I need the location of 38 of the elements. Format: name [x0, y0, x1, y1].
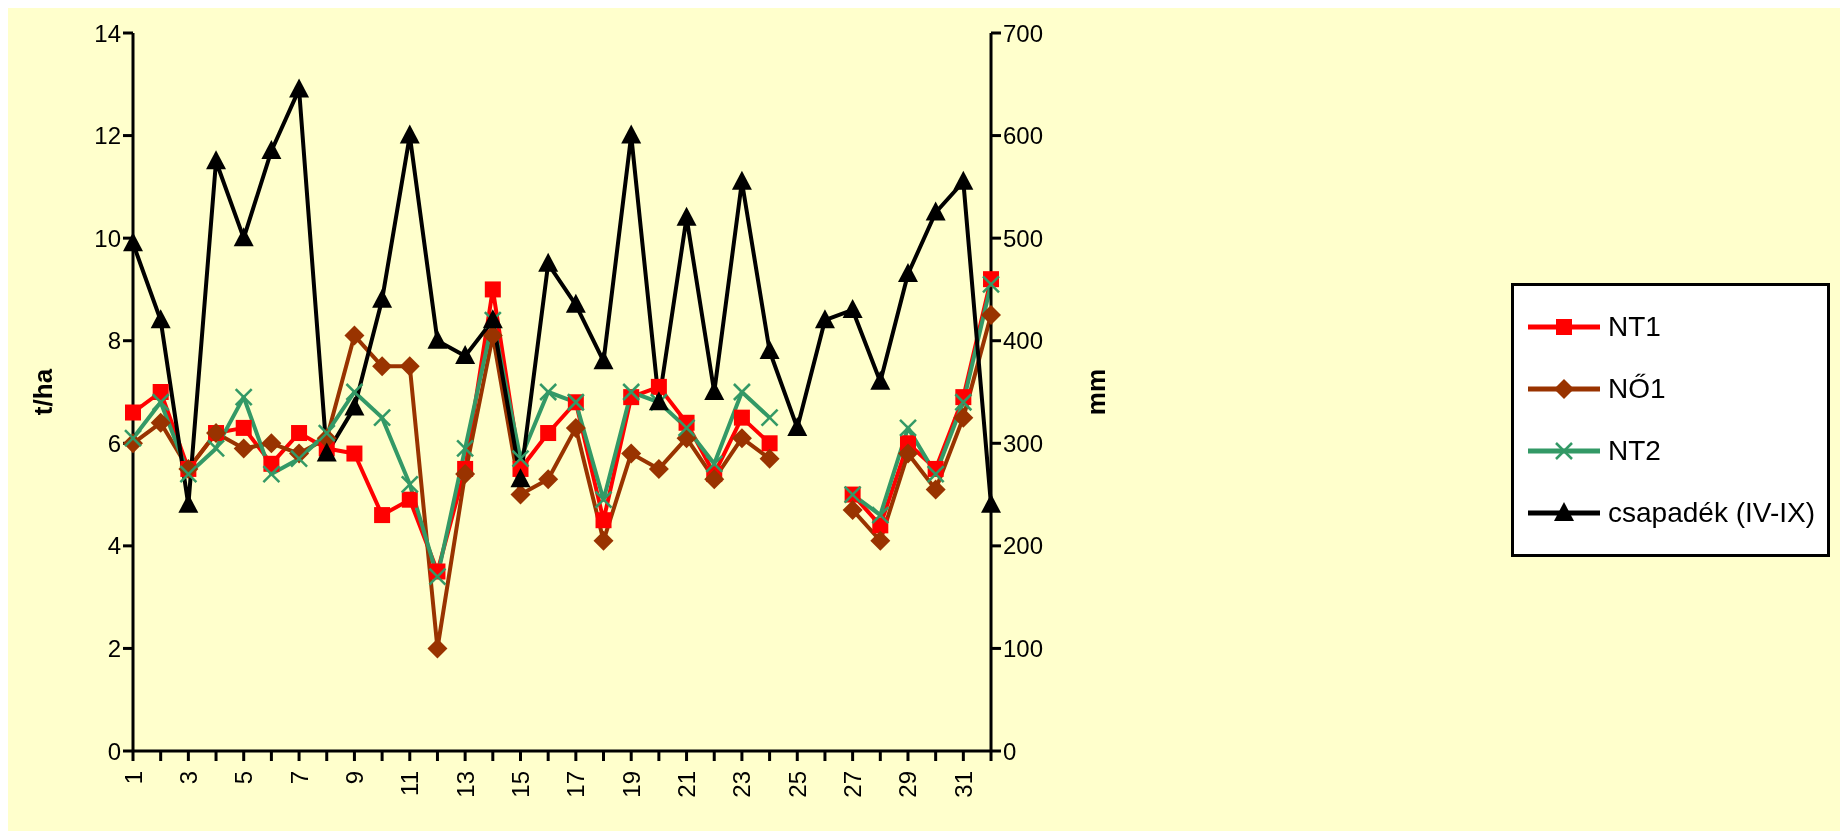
- x-tick-label: 27: [839, 771, 867, 798]
- x-tick-label: 11: [396, 771, 424, 796]
- y2-tick-label: 400: [1003, 327, 1044, 355]
- y2-tick-label: 0: [1003, 737, 1017, 765]
- y-tick-label: 10: [94, 224, 121, 252]
- x-tick-label: 13: [451, 771, 479, 798]
- legend-label: NŐ1: [1608, 372, 1666, 405]
- legend-label: NT1: [1608, 310, 1661, 343]
- x-tick-label: 25: [783, 771, 811, 798]
- y-tick-label: 14: [94, 19, 121, 47]
- x-tick-label: 31: [949, 771, 977, 798]
- x-tick-label: 17: [562, 771, 590, 798]
- y2-tick-label: 100: [1003, 634, 1044, 662]
- y2-tick-label: 200: [1003, 532, 1044, 560]
- y-tick-label: 8: [107, 327, 121, 355]
- y2-tick-label: 600: [1003, 122, 1044, 150]
- legend-label: NT2: [1608, 434, 1661, 467]
- y-axis-title: t/ha: [28, 368, 59, 416]
- y-tick-label: 0: [107, 737, 121, 765]
- x-tick-label: 15: [506, 771, 534, 798]
- y-tick-label: 2: [107, 634, 121, 662]
- y-tick-label: 4: [107, 532, 121, 560]
- y2-axis-title: mm: [1081, 368, 1112, 416]
- x-tick-label: 23: [728, 771, 756, 798]
- x-tick-label: 9: [340, 771, 368, 785]
- x-tick-label: 1: [119, 771, 147, 785]
- legend-label: csapadék (IV-IX): [1608, 496, 1815, 529]
- y-tick-label: 12: [94, 122, 121, 150]
- x-tick-label: 5: [230, 771, 258, 785]
- y2-tick-label: 700: [1003, 19, 1044, 47]
- y-tick-label: 6: [107, 429, 121, 457]
- y2-tick-label: 500: [1003, 224, 1044, 252]
- x-tick-label: 29: [894, 771, 922, 798]
- x-tick-label: 3: [174, 771, 202, 785]
- y2-tick-label: 300: [1003, 429, 1044, 457]
- x-tick-label: 7: [285, 771, 313, 785]
- x-tick-label: 19: [617, 771, 645, 798]
- x-tick-label: 21: [673, 771, 701, 798]
